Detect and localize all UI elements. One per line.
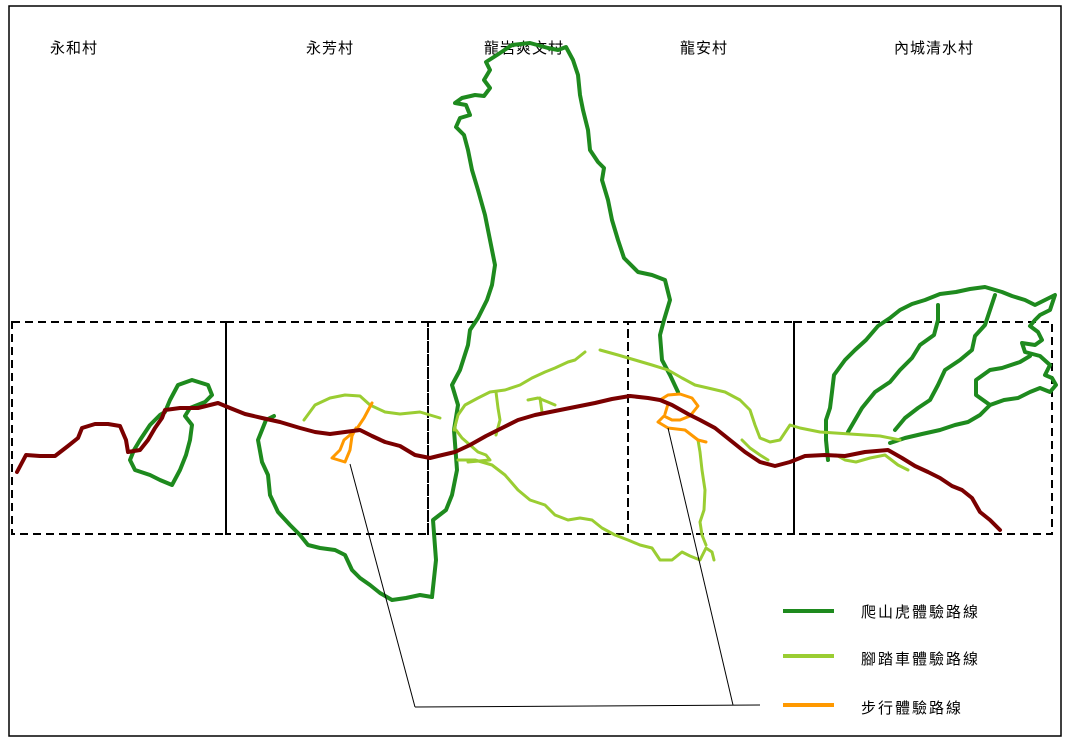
village-boxes — [11, 321, 1053, 535]
hiking-route-west — [128, 378, 214, 487]
village-label: 永芳村 — [306, 39, 354, 57]
hiking-route-central-south — [256, 414, 434, 602]
cycling-route-east-spur — [696, 438, 708, 547]
village-label: 永和村 — [50, 39, 98, 57]
village-box-2 — [225, 321, 429, 535]
map-border — [8, 5, 1062, 737]
cycling-route-center-north — [452, 350, 587, 432]
village-label: 內城清水村 — [894, 39, 974, 57]
hiking-route-central — [430, 41, 680, 599]
pointer-line — [414, 704, 761, 708]
cycling-route-west — [302, 393, 442, 422]
cycling-route-north-east — [598, 348, 902, 444]
village-box-5 — [793, 321, 1053, 535]
pointer-line — [667, 427, 734, 706]
hiking-route-east — [824, 285, 1058, 462]
walking-routes — [330, 392, 708, 464]
legend-label-walking: 步行體驗路線 — [861, 699, 963, 717]
legend-pointer-lines — [349, 427, 761, 708]
village-box-4 — [627, 321, 795, 535]
hiking-route-east-inner — [846, 303, 940, 434]
village-box-3 — [427, 321, 629, 535]
pointer-line — [349, 463, 416, 708]
cycling-route-center-branch2 — [526, 396, 557, 414]
hiking-routes — [128, 41, 1058, 602]
cycling-route-center-loop — [454, 428, 492, 464]
cycling-route-east-small — [834, 453, 910, 472]
village-label: 龍安村 — [680, 39, 728, 57]
legend-label-cycling: 腳踏車體驗路線 — [861, 650, 980, 668]
cycling-route-center-branch — [494, 390, 502, 437]
cycling-routes — [302, 348, 910, 562]
legend-label-hiking: 爬山虎體驗路線 — [861, 603, 980, 621]
cycling-route-center-south — [456, 458, 716, 562]
walking-route-west — [330, 401, 374, 464]
hiking-route-east-inner2 — [893, 293, 997, 432]
hiking-route-east-inner3 — [974, 354, 1032, 407]
legend: 爬山虎體驗路線 腳踏車體驗路線 步行體驗路線 — [783, 603, 980, 717]
cycling-route-mid-east — [740, 438, 770, 462]
main-road — [15, 394, 1002, 532]
walking-route-east — [656, 392, 708, 444]
